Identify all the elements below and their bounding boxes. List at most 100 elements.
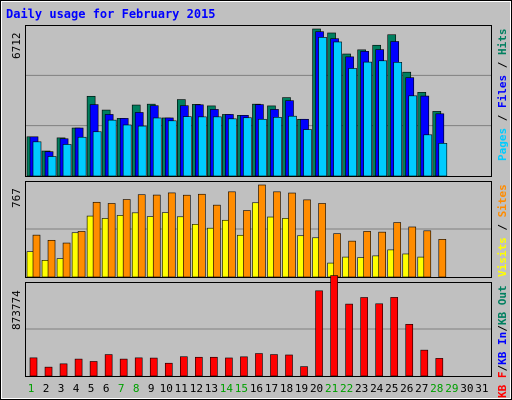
x-tick-day-23: 23 [355, 382, 369, 395]
bar-pages-day-24 [378, 60, 387, 177]
legend-part-4: Hits [496, 28, 509, 56]
x-tick-day-5: 5 [87, 382, 95, 395]
bar-sites-day-4 [77, 231, 86, 278]
bar-sites-day-9 [152, 194, 161, 278]
x-tick-day-14: 14 [219, 382, 233, 395]
panel-hits_files_pages-ymax-label: 6712 [10, 32, 23, 60]
bar-kb-f-day-9 [149, 357, 158, 377]
bar-sites-day-8 [137, 194, 146, 278]
bar-sites-day-11 [183, 194, 191, 278]
x-tick-day-25: 25 [385, 382, 399, 395]
bar-pages-day-2 [47, 156, 57, 177]
bar-kb-f-day-8 [134, 357, 143, 377]
legend-part-0: Visits [496, 237, 509, 277]
bar-kb-f-day-17 [270, 354, 278, 377]
bar-kb-f-day-20 [315, 290, 323, 377]
x-tick-day-1: 1 [27, 382, 35, 395]
legend-part-3: / [496, 325, 509, 332]
bar-kb-f-day-6 [104, 354, 113, 377]
bar-kb-f-day-25 [390, 297, 399, 377]
bar-sites-day-5 [92, 201, 101, 278]
bar-pages-day-7 [122, 124, 132, 177]
bar-kb-f-day-27 [420, 349, 429, 377]
bar-pages-day-25 [393, 62, 403, 177]
bar-kb-f-day-12 [195, 356, 203, 377]
bar-kb-f-day-22 [345, 303, 353, 377]
bar-pages-day-14 [228, 118, 237, 177]
bar-pages-day-8 [137, 125, 147, 177]
x-tick-day-7: 7 [117, 382, 125, 395]
legend-part-2: Files [496, 74, 509, 108]
x-tick-day-10: 10 [159, 382, 173, 395]
bar-sites-day-3 [62, 242, 71, 278]
bar-kb-f-day-28 [435, 358, 444, 377]
legend-part-2: Sites [496, 184, 509, 218]
bar-kb-f-day-5 [89, 361, 98, 377]
chart-title: Daily usage for February 2015 [6, 7, 216, 21]
x-tick-day-26: 26 [400, 382, 414, 395]
bar-pages-day-17 [273, 117, 282, 177]
x-tick-day-11: 11 [174, 382, 188, 395]
legend-part-0: KB F [496, 371, 509, 398]
bar-sites-day-22 [348, 240, 356, 278]
bar-kb-f-day-14 [225, 357, 233, 377]
bar-sites-day-24 [378, 231, 386, 278]
bar-kb-f-day-21 [330, 275, 338, 377]
x-tick-day-22: 22 [340, 382, 354, 395]
bar-sites-day-15 [243, 210, 251, 278]
panel-kbytes-legend: KB F/KB In/KB Out [496, 285, 509, 398]
bar-sites-day-14 [228, 191, 236, 278]
bar-kb-f-day-24 [375, 303, 383, 377]
bar-kb-f-day-13 [210, 356, 218, 377]
bar-pages-day-19 [303, 129, 312, 177]
bar-pages-day-18 [288, 115, 297, 177]
bar-pages-day-13 [213, 116, 222, 177]
x-tick-day-18: 18 [279, 382, 294, 395]
x-tick-day-6: 6 [102, 382, 110, 395]
bar-kb-f-day-3 [59, 363, 68, 377]
bar-sites-day-25 [393, 222, 402, 278]
x-tick-day-21: 21 [324, 382, 339, 395]
bar-pages-day-20 [318, 37, 327, 177]
x-tick-day-29: 29 [445, 382, 459, 395]
x-tick-day-12: 12 [189, 382, 203, 395]
bar-pages-day-15 [243, 117, 252, 177]
bar-sites-day-23 [363, 231, 371, 278]
bar-sites-day-1 [32, 234, 41, 278]
bar-kb-f-day-16 [255, 353, 263, 377]
bar-sites-day-19 [303, 199, 311, 278]
legend-part-3: / [496, 55, 509, 75]
bar-pages-day-22 [348, 68, 357, 177]
bar-pages-day-6 [107, 119, 117, 177]
bar-pages-day-16 [258, 118, 267, 177]
x-tick-day-20: 20 [309, 382, 324, 395]
legend-part-1: / [496, 108, 509, 128]
x-tick-day-15: 15 [234, 382, 249, 395]
bar-pages-day-23 [363, 61, 372, 177]
bar-pages-day-10 [167, 120, 177, 177]
legend-part-1: / [496, 217, 509, 238]
bar-sites-day-10 [167, 192, 176, 278]
bar-pages-day-3 [62, 144, 72, 177]
bar-kb-f-day-15 [240, 356, 248, 377]
bar-pages-day-1 [32, 141, 42, 177]
bar-sites-day-20 [318, 203, 326, 278]
bar-sites-day-21 [333, 233, 341, 278]
x-tick-day-31: 31 [475, 382, 489, 395]
bar-sites-day-27 [423, 230, 432, 278]
x-tick-day-4: 4 [72, 382, 80, 395]
bar-sites-day-18 [288, 192, 296, 278]
bar-pages-day-27 [423, 134, 433, 177]
bar-kb-f-day-4 [74, 358, 83, 377]
bar-kb-f-day-10 [164, 362, 173, 377]
legend-part-2: KB In [496, 331, 509, 365]
panel-hits_files_pages-legend: Pages / Files / Hits [496, 29, 509, 162]
bar-kb-f-day-23 [360, 297, 368, 377]
bar-pages-day-12 [198, 116, 207, 177]
bar-pages-day-26 [408, 95, 418, 177]
bar-kb-f-day-18 [285, 354, 293, 377]
x-tick-day-2: 2 [42, 382, 50, 395]
bar-kb-f-day-2 [44, 366, 53, 377]
x-tick-day-8: 8 [132, 382, 140, 395]
panels-group [25, 25, 492, 377]
